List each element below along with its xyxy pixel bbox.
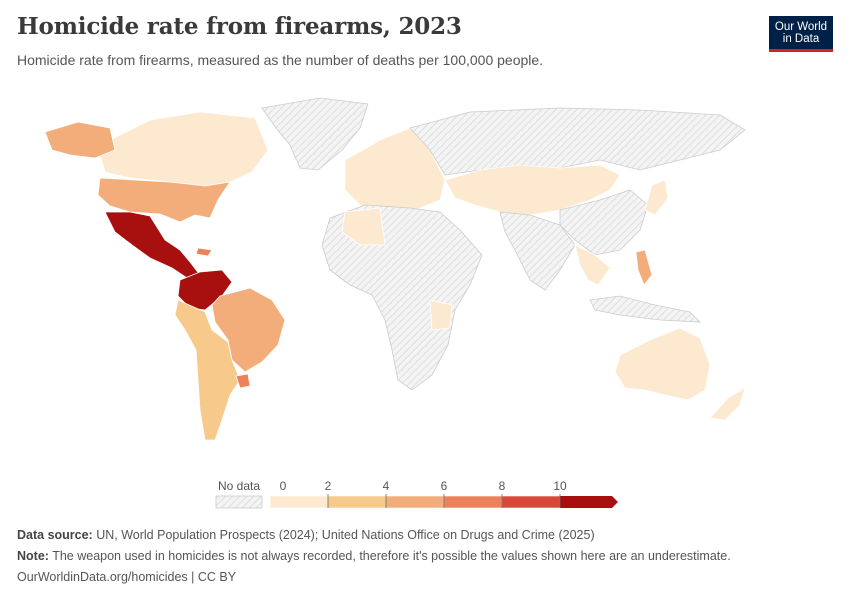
data-source: Data source: UN, World Population Prospe… [17,528,595,542]
legend-tick-label: 6 [441,479,448,493]
legend-no-data-swatch [215,495,263,509]
region-north-africa[interactable] [341,207,386,246]
region-south-cone[interactable] [174,299,241,441]
region-south-asia[interactable] [499,211,576,291]
region-canada[interactable] [99,111,269,187]
chart-title: Homicide rate from firearms, 2023 [17,13,462,40]
source-label: Data source: [17,528,93,542]
legend-ticks: 0 2 4 6 8 10 [280,479,567,508]
legend-bin-4 [501,495,561,509]
region-japan[interactable] [644,179,669,216]
legend-tick-label: 10 [553,479,567,493]
region-southern-africa[interactable] [429,299,453,331]
map-legend: No data 0 2 4 6 8 10 [215,479,618,509]
legend-bin-2 [385,495,445,509]
region-alaska[interactable] [44,121,116,159]
region-russia[interactable] [409,107,746,176]
region-indonesia[interactable] [589,295,702,323]
region-africa[interactable] [321,204,483,391]
region-australia[interactable] [614,327,711,401]
region-usa[interactable] [97,177,231,223]
region-caribbean[interactable] [195,247,213,257]
logo-line-1: Our World [774,21,828,33]
legend-tick-label: 2 [325,479,332,493]
legend-bin-5 [560,496,618,508]
chart-subtitle: Homicide rate from firearms, measured as… [17,52,544,68]
region-se-asia[interactable] [574,244,611,286]
legend-bin-1 [327,495,387,509]
world-map[interactable] [0,80,850,465]
region-europe[interactable] [344,127,446,211]
region-asia[interactable] [444,164,621,216]
owid-logo[interactable]: Our World in Data [769,16,833,52]
legend-tick-label: 0 [280,479,287,493]
region-philippines[interactable] [635,249,653,286]
source-text: UN, World Population Prospects (2024); U… [96,528,595,542]
logo-line-2: in Data [782,33,820,45]
region-mexico[interactable] [104,211,201,281]
legend-tick-label: 8 [499,479,506,493]
legend-bin-3 [443,495,503,509]
region-uruguay[interactable] [235,373,251,389]
note-label: Note: [17,549,49,563]
source-url[interactable]: OurWorldinData.org/homicides | CC BY [17,570,237,584]
legend-no-data-label: No data [218,479,260,493]
region-greenland[interactable] [261,97,369,171]
region-new-zealand[interactable] [709,387,746,421]
footnote: Note: The weapon used in homicides is no… [17,549,731,563]
legend-tick-label: 4 [383,479,390,493]
note-text: The weapon used in homicides is not alwa… [52,549,731,563]
legend-bin-0 [269,495,329,509]
region-china[interactable] [559,189,649,256]
legend-bins [269,495,618,509]
